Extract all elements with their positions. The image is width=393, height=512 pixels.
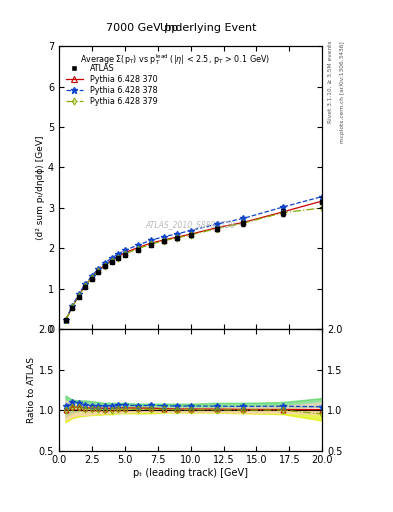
Pythia 6.428 378 (123, 247, 127, 253)
Pythia 6.428 379 (149, 241, 153, 247)
Pythia 6.428 370 (123, 250, 127, 256)
Pythia 6.428 379 (109, 258, 114, 264)
Pythia 6.428 379 (162, 238, 167, 244)
Pythia 6.428 370 (320, 198, 325, 204)
Pythia 6.428 378 (96, 265, 101, 271)
Pythia 6.428 370 (90, 274, 94, 281)
Pythia 6.428 378 (281, 204, 285, 210)
Pythia 6.428 379 (136, 246, 140, 252)
Pythia 6.428 370 (70, 304, 75, 310)
Pythia 6.428 379 (281, 209, 285, 216)
Pythia 6.428 379 (175, 234, 180, 241)
Pythia 6.428 378 (162, 233, 167, 240)
X-axis label: pₜ (leading track) [GeV]: pₜ (leading track) [GeV] (133, 468, 248, 478)
Pythia 6.428 379 (83, 283, 88, 289)
Pythia 6.428 378 (320, 194, 325, 200)
Pythia 6.428 378 (83, 281, 88, 287)
Text: Rivet 3.1.10, ≥ 3.5M events: Rivet 3.1.10, ≥ 3.5M events (328, 41, 333, 123)
Line: Pythia 6.428 379: Pythia 6.428 379 (63, 205, 325, 323)
Pythia 6.428 370 (116, 253, 121, 260)
Pythia 6.428 379 (63, 317, 68, 324)
Pythia 6.428 379 (70, 304, 75, 310)
Pythia 6.428 378 (63, 317, 68, 323)
Line: Pythia 6.428 370: Pythia 6.428 370 (63, 199, 325, 323)
Pythia 6.428 378 (188, 227, 193, 233)
Line: Pythia 6.428 378: Pythia 6.428 378 (62, 194, 325, 323)
Pythia 6.428 370 (83, 283, 88, 289)
Pythia 6.428 378 (241, 216, 246, 222)
Pythia 6.428 370 (136, 244, 140, 250)
Pythia 6.428 379 (188, 232, 193, 238)
Pythia 6.428 379 (103, 263, 107, 269)
Pythia 6.428 378 (215, 221, 219, 227)
Pythia 6.428 379 (215, 225, 219, 231)
Pythia 6.428 370 (241, 219, 246, 225)
Pythia 6.428 379 (96, 268, 101, 274)
Pythia 6.428 370 (162, 237, 167, 243)
Pythia 6.428 370 (281, 209, 285, 215)
Pythia 6.428 370 (188, 231, 193, 237)
Pythia 6.428 370 (175, 234, 180, 240)
Pythia 6.428 379 (76, 292, 81, 298)
Pythia 6.428 370 (215, 225, 219, 231)
Pythia 6.428 378 (103, 260, 107, 266)
Pythia 6.428 370 (103, 262, 107, 268)
Pythia 6.428 378 (149, 237, 153, 243)
Text: Underlying Event: Underlying Event (160, 23, 257, 33)
Pythia 6.428 378 (90, 273, 94, 279)
Pythia 6.428 379 (116, 254, 121, 261)
Pythia 6.428 378 (175, 231, 180, 237)
Pythia 6.428 370 (109, 257, 114, 263)
Pythia 6.428 378 (116, 251, 121, 257)
Pythia 6.428 379 (123, 251, 127, 257)
Pythia 6.428 378 (76, 291, 81, 297)
Text: Average $\Sigma$(p$_\mathsf{T}$) vs p$_\mathsf{T}^\mathsf{lead}$ ($|\eta|$ < 2.5: Average $\Sigma$(p$_\mathsf{T}$) vs p$_\… (80, 52, 270, 67)
Pythia 6.428 378 (109, 255, 114, 261)
Y-axis label: ⟨d² sum pₜ/dηdϕ⟩ [GeV]: ⟨d² sum pₜ/dηdϕ⟩ [GeV] (36, 135, 45, 240)
Pythia 6.428 379 (320, 205, 325, 211)
Pythia 6.428 378 (136, 242, 140, 248)
Pythia 6.428 379 (241, 220, 246, 226)
Pythia 6.428 378 (70, 303, 75, 309)
Pythia 6.428 370 (96, 267, 101, 273)
Pythia 6.428 370 (63, 317, 68, 324)
Legend: ATLAS, Pythia 6.428 370, Pythia 6.428 378, Pythia 6.428 379: ATLAS, Pythia 6.428 370, Pythia 6.428 37… (66, 65, 158, 106)
Pythia 6.428 370 (76, 292, 81, 298)
Text: mcplots.cern.ch [arXiv:1306.3436]: mcplots.cern.ch [arXiv:1306.3436] (340, 41, 345, 143)
Pythia 6.428 379 (90, 275, 94, 281)
Text: ATLAS_2010_S8894728: ATLAS_2010_S8894728 (145, 220, 236, 229)
Text: 7000 GeV pp: 7000 GeV pp (107, 23, 178, 33)
Pythia 6.428 370 (149, 240, 153, 246)
Y-axis label: Ratio to ATLAS: Ratio to ATLAS (27, 357, 36, 423)
